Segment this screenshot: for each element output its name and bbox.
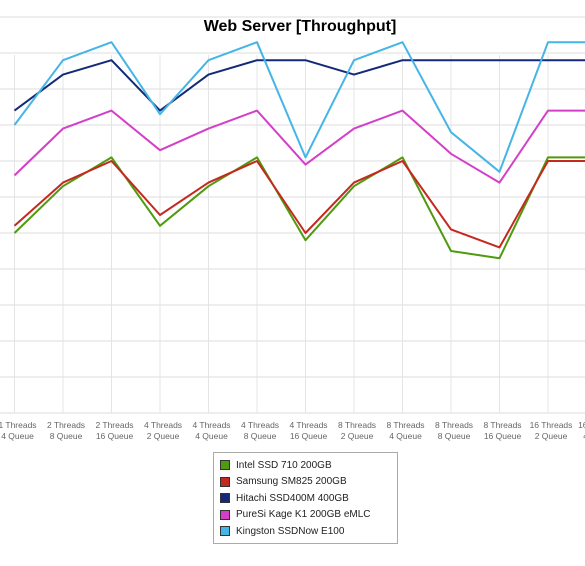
series-line-0	[13, 156, 585, 260]
legend-swatch	[220, 509, 230, 520]
x-tick-label: 16 Threads 2 Queue	[530, 420, 573, 441]
series-line-2	[13, 59, 585, 112]
series-line-1	[13, 160, 585, 249]
legend-swatch	[220, 526, 230, 537]
x-tick-label: 4 Threads 8 Queue	[241, 420, 279, 441]
x-tick-label: 2 Threads 16 Queue	[95, 420, 133, 441]
legend-entry: Kingston SSDNow E100	[220, 523, 391, 540]
legend-label: Samsung SM825 200GB	[236, 476, 347, 488]
series-line-4	[13, 41, 585, 173]
x-tick-label: 4 Threads 16 Queue	[289, 420, 327, 441]
x-tick-label: 2 Threads 8 Queue	[47, 420, 85, 441]
legend-swatch	[220, 493, 230, 504]
legend-label: Hitachi SSD400M 400GB	[236, 492, 349, 504]
chart-title: Web Server [Throughput]	[203, 18, 397, 35]
x-tick-label: 8 Threads 8 Queue	[435, 420, 473, 441]
legend: Intel SSD 710 200GB Samsung SM825 200GB Hi…	[213, 452, 398, 544]
legend-entry: Hitachi SSD400M 400GB	[220, 490, 391, 507]
series-line-3	[13, 109, 585, 184]
x-tick-label: 8 Threads 4 Queue	[386, 420, 424, 441]
legend-entry: PureSi Kage K1 200GB eMLC	[220, 507, 391, 524]
x-tick-label: 1 Threads 4 Queue	[0, 420, 37, 441]
x-tick-label: 4 Threads 4 Queue	[192, 420, 230, 441]
x-tick-label: 8 Threads 2 Queue	[338, 420, 376, 441]
legend-entry: Intel SSD 710 200GB	[220, 457, 391, 474]
x-tick-label: 4 Threads 2 Queue	[144, 420, 182, 441]
x-tick-label: 8 Threads 16 Queue	[483, 420, 521, 441]
legend-label: Intel SSD 710 200GB	[236, 459, 332, 471]
legend-entry: Samsung SM825 200GB	[220, 474, 391, 491]
legend-label: PureSi Kage K1 200GB eMLC	[236, 509, 371, 521]
legend-swatch	[220, 476, 230, 487]
legend-label: Kingston SSDNow E100	[236, 525, 345, 537]
x-tick-labels: 1 Threads 4 Queue 2 Threads 8 Queue 2 Thread…	[0, 420, 585, 441]
series-lines	[13, 41, 585, 260]
legend-swatch	[220, 460, 230, 471]
